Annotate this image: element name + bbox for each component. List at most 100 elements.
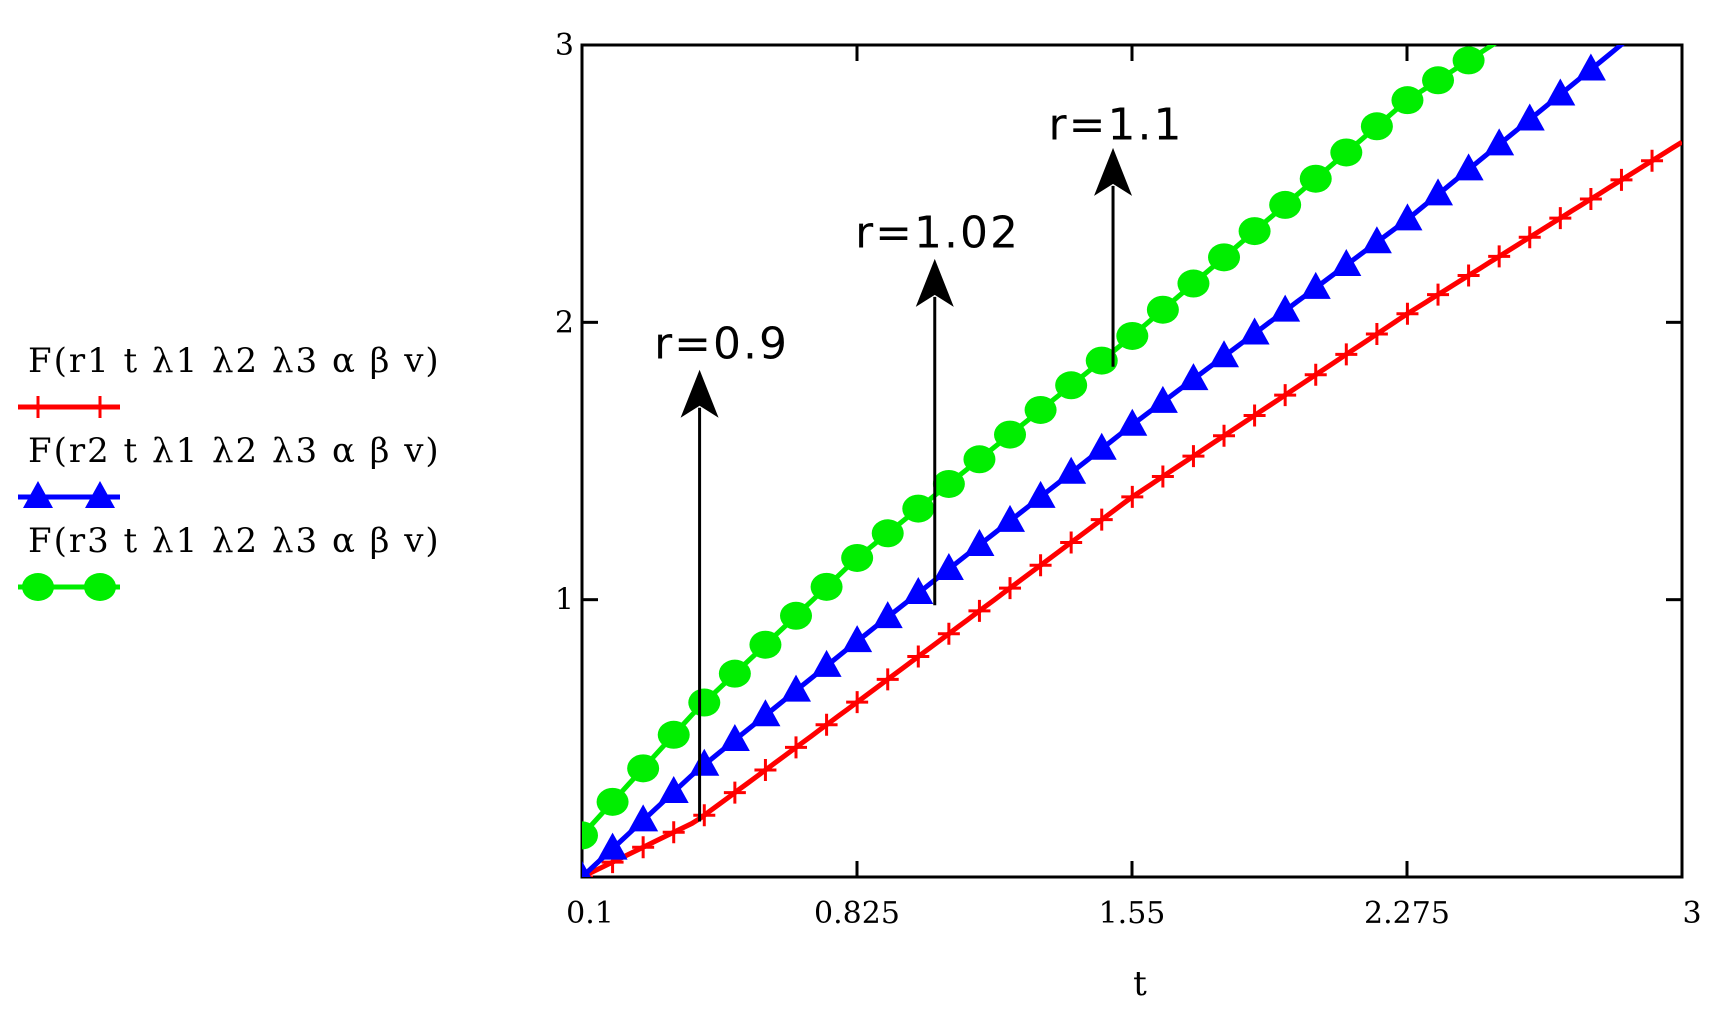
series-marker [1270, 294, 1301, 322]
annotation-arrow-head [915, 258, 954, 307]
series-marker [1116, 321, 1149, 350]
series-1 [582, 139, 1682, 877]
series-marker [632, 836, 655, 859]
series-marker [1086, 432, 1117, 460]
series-marker [1457, 264, 1480, 287]
series-marker [750, 699, 781, 727]
series-marker [1361, 226, 1392, 254]
series-marker [1452, 46, 1485, 75]
series-marker [1274, 384, 1297, 407]
series-marker [1360, 112, 1393, 141]
series-marker [1213, 424, 1236, 447]
series-marker [1238, 217, 1271, 246]
annotation-layer: r=0.9 r=1.02 r=1.1 [654, 99, 1184, 822]
x-tick-label: 1.55 [1099, 896, 1166, 931]
series-marker [1029, 554, 1052, 577]
series-marker [815, 713, 838, 736]
series-marker [1209, 340, 1240, 368]
series-marker [968, 599, 991, 622]
legend-marker [27, 396, 49, 418]
series-marker [693, 804, 716, 827]
series-marker [1579, 188, 1602, 211]
series-marker [1117, 408, 1148, 436]
y-ticks: 1 2 3 [555, 28, 1682, 618]
series-marker [1545, 78, 1576, 106]
series-marker [1182, 445, 1205, 468]
series-marker [1060, 531, 1083, 554]
legend-label: F(r3 t λ1 λ2 λ3 α β v) [28, 521, 441, 561]
annotation-label: r=1.1 [1049, 99, 1184, 150]
series-marker [999, 577, 1022, 600]
series-marker [1208, 243, 1241, 272]
series-marker [1243, 404, 1266, 427]
series-marker [1331, 249, 1362, 277]
series-marker [1392, 203, 1423, 231]
legend-marker [22, 573, 54, 601]
series-marker [871, 519, 904, 548]
series-marker [963, 445, 996, 474]
legend-marker [23, 481, 53, 508]
series-marker [754, 759, 777, 782]
series-2 [582, 45, 1625, 877]
series-marker [719, 724, 750, 752]
series-marker [1304, 363, 1327, 386]
series-line [582, 139, 1682, 877]
series-marker [1090, 508, 1113, 531]
series-marker [1024, 395, 1057, 424]
series-marker [1453, 153, 1484, 181]
series-marker [995, 504, 1026, 532]
series-marker [902, 494, 935, 523]
series-marker [1641, 149, 1664, 172]
x-tick-label: 0.1 [566, 896, 614, 931]
x-tick-label: 0.825 [814, 896, 900, 931]
series-marker [1299, 164, 1332, 193]
series-marker [1427, 283, 1450, 306]
series-marker [1549, 207, 1572, 230]
annotation-label: r=0.9 [654, 318, 789, 369]
series-marker [1121, 485, 1144, 508]
series-marker [1300, 271, 1331, 299]
series-marker [876, 668, 899, 691]
legend-label: F(r1 t λ1 λ2 λ3 α β v) [28, 341, 441, 381]
y-tick-label: 2 [555, 305, 574, 340]
series-marker [718, 659, 751, 688]
series-marker [627, 754, 660, 783]
series-marker [1056, 456, 1087, 484]
series-marker [657, 720, 690, 749]
annotation-arrow-head [1094, 147, 1133, 196]
series-marker [1178, 363, 1209, 391]
series-marker [1269, 190, 1302, 219]
series-marker [1147, 385, 1178, 413]
plot-frame [580, 43, 1684, 879]
legend-marker [84, 573, 116, 601]
series-marker [688, 688, 721, 717]
y-tick-label: 1 [555, 583, 574, 618]
series-marker [841, 543, 874, 572]
series-marker [785, 736, 808, 759]
series-marker [1177, 269, 1210, 298]
series-layer [582, 45, 1682, 877]
legend-marker [85, 481, 115, 508]
annotation-label: r=1.02 [855, 207, 1020, 258]
series-marker [780, 601, 813, 630]
series-marker [1518, 226, 1541, 249]
series-marker [964, 528, 995, 556]
series-marker [662, 821, 685, 844]
legend-label: F(r2 t λ1 λ2 λ3 α β v) [28, 431, 441, 471]
legend: F(r1 t λ1 λ2 λ3 α β v) F(r2 t λ1 λ2 λ3 α … [18, 341, 441, 601]
series-marker [933, 553, 964, 581]
series-marker [781, 674, 812, 702]
series-marker [582, 821, 598, 850]
series-marker [658, 776, 689, 804]
series-marker [937, 622, 960, 645]
series-marker [1365, 323, 1388, 346]
series-marker [582, 861, 591, 877]
x-ticks: 0.1 0.825 1.55 2.275 3 [566, 45, 1702, 931]
x-axis-title: t [1133, 964, 1147, 1004]
series-marker [1239, 317, 1270, 345]
series-marker [811, 649, 842, 677]
series-marker [1335, 343, 1358, 366]
series-marker [1423, 178, 1454, 206]
series-marker [1151, 465, 1174, 488]
series-marker [1514, 103, 1545, 131]
